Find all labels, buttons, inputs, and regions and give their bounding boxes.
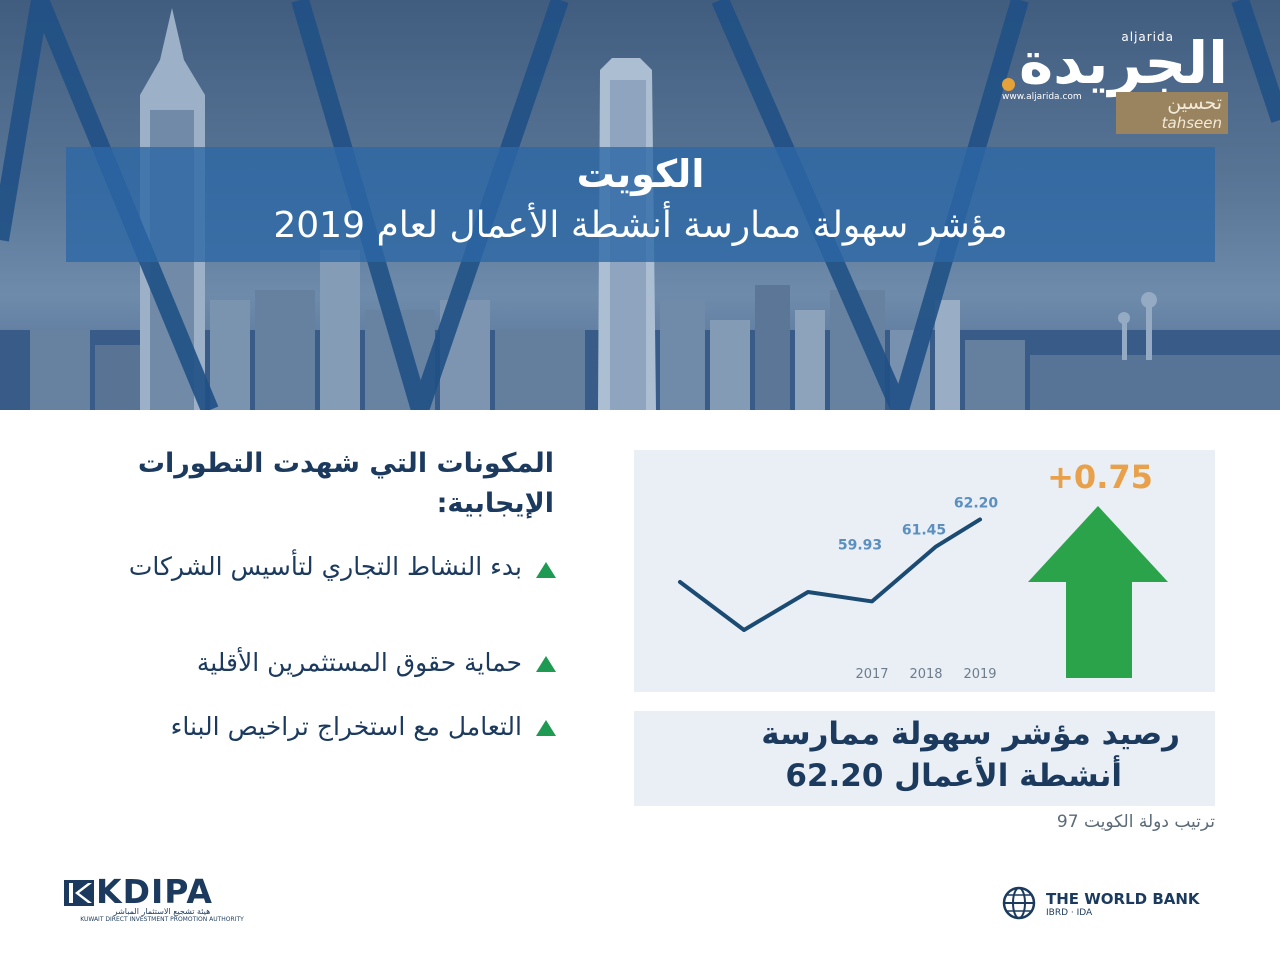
tag-arabic: تحسين <box>1167 92 1222 114</box>
title-band <box>66 147 1215 262</box>
summary-card <box>634 711 1215 806</box>
component-item: حماية حقوق المستثمرين الأقلية <box>196 648 522 677</box>
logo-dot-icon <box>1002 78 1015 91</box>
tahseen-tag: تحسين tahseen <box>1116 92 1228 134</box>
x-tick-label: 2017 <box>855 667 888 682</box>
kdipa-mark-icon <box>64 880 94 906</box>
change-label: +0.75 <box>1047 458 1153 496</box>
series-line <box>678 517 982 632</box>
logo-arabic: الجريدة <box>1018 29 1228 97</box>
components-title: المكونات التي شهدت التطورات الإيجابية: <box>137 448 554 519</box>
component-item: بدء النشاط التجاري لتأسيس الشركات <box>128 552 522 581</box>
worldbank-name: THE WORLD BANK <box>1046 890 1200 908</box>
kdipa-logo: KDIPA هيئة تشجيع الاستثمار المباشر KUWAI… <box>64 872 264 926</box>
logo-site: www.aljarida.com <box>1002 92 1082 102</box>
component-item: التعامل مع استخراج تراخيص البناء <box>170 712 522 741</box>
bullet-triangle-icon <box>536 720 556 736</box>
summary-line-1: رصيد مؤشر سهولة ممارسة <box>761 716 1180 752</box>
kdipa-name: KDIPA <box>96 872 213 911</box>
globe-icon <box>1002 886 1036 920</box>
chart-card: 59.93 61.45 62.20 2017 2018 2019 <box>634 450 1215 692</box>
logo-latin: aljarida <box>1121 30 1174 44</box>
kdipa-english: KUWAIT DIRECT INVESTMENT PROMOTION AUTHO… <box>80 916 244 923</box>
worldbank-logo: THE WORLD BANK IBRD · IDA <box>998 886 1218 926</box>
up-arrow-icon <box>1028 506 1168 678</box>
data-label: 59.93 <box>838 537 882 553</box>
kdipa-arabic: هيئة تشجيع الاستثمار المباشر <box>113 907 211 916</box>
data-label: 62.20 <box>954 495 999 511</box>
page-subtitle: مؤشر سهولة ممارسة أنشطة الأعمال لعام 201… <box>273 205 1008 246</box>
rank-note: ترتيب دولة الكويت 97 <box>1056 812 1215 832</box>
summary-line-2: أنشطة الأعمال 62.20 <box>785 758 1122 794</box>
x-tick-label: 2018 <box>909 667 942 682</box>
bullet-triangle-icon <box>536 656 556 672</box>
x-tick-label: 2019 <box>963 667 996 682</box>
bullet-triangle-icon <box>536 562 556 578</box>
worldbank-sub: IBRD · IDA <box>1046 908 1093 918</box>
tag-english: tahseen <box>1161 114 1222 132</box>
page-title: الكويت <box>576 152 705 196</box>
line-chart: 59.93 61.45 62.20 2017 2018 2019 <box>678 495 1168 682</box>
aljarida-logo: aljarida الجريدة www.aljarida.com تحسين … <box>1000 28 1230 138</box>
data-label: 61.45 <box>902 523 946 539</box>
